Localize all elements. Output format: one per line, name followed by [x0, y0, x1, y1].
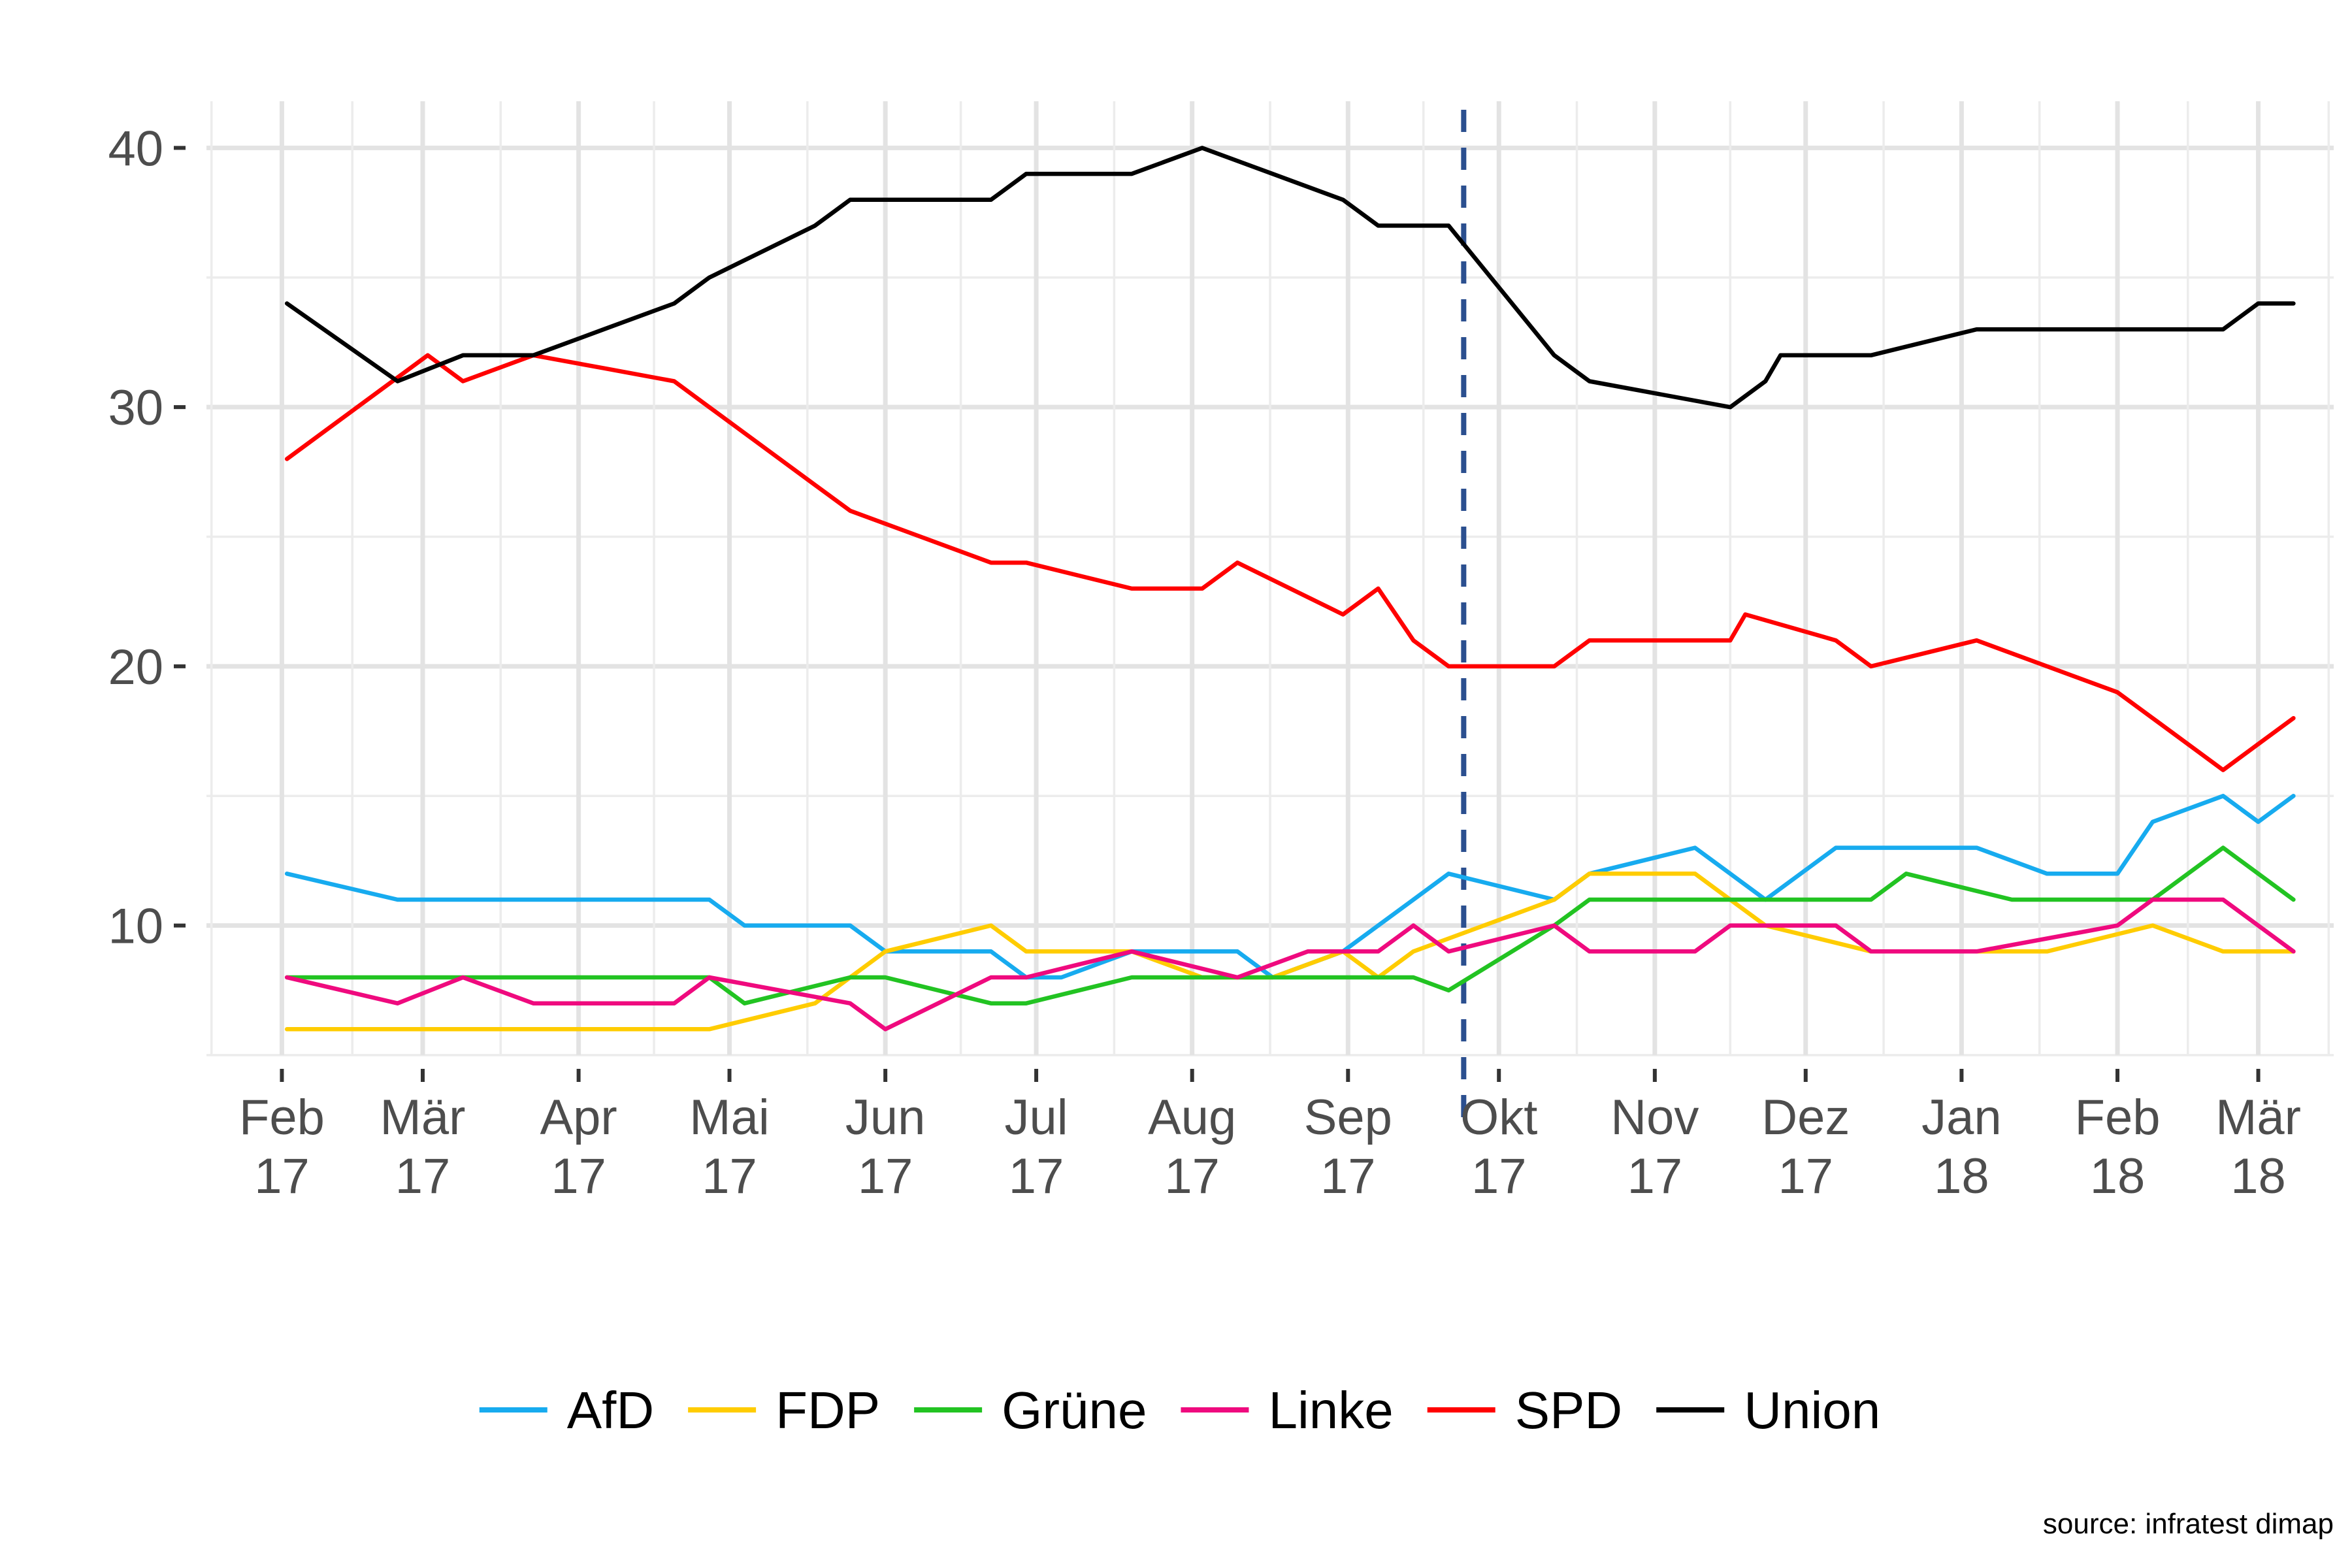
series-line-spd	[284, 353, 2296, 772]
y-axis-tick-label: 10	[108, 899, 163, 955]
series-line-grne	[284, 845, 2296, 1005]
x-axis-tick-label-year: 17	[1627, 1149, 1683, 1204]
legend-label-linke: Linke	[1268, 1381, 1393, 1439]
x-axis-tick-label-month: Okt	[1460, 1090, 1537, 1145]
x-axis-tick-label-month: Feb	[2075, 1090, 2161, 1145]
series-line-union	[284, 146, 2296, 410]
x-axis-tick-label-month: Mär	[380, 1090, 466, 1145]
series-line-linke	[284, 897, 2296, 1032]
x-axis-tick-label-year: 17	[1164, 1149, 1220, 1204]
x-axis-tick-label-month: Jan	[1921, 1090, 2002, 1145]
axes: 10203040Feb17Mär17Apr17Mai17Jun17Jul17Au…	[108, 121, 2301, 1204]
x-axis-tick-label-year: 17	[1471, 1149, 1527, 1204]
x-axis-tick-label-year: 17	[551, 1149, 606, 1204]
series-lines	[284, 146, 2296, 1032]
x-axis-tick-label-month: Apr	[540, 1090, 617, 1145]
x-axis-tick-label-month: Mär	[2215, 1090, 2301, 1145]
x-axis-tick-label-month: Aug	[1148, 1090, 1236, 1145]
y-axis-tick-label: 20	[108, 640, 163, 695]
legend-label-fdp: FDP	[776, 1381, 880, 1439]
x-axis-tick-label-year: 18	[2230, 1149, 2286, 1204]
legend-label-spd: SPD	[1515, 1381, 1623, 1439]
legend-label-afd: AfD	[567, 1381, 654, 1439]
x-axis-tick-label-year: 17	[254, 1149, 310, 1204]
x-axis-tick-label-year: 18	[1934, 1149, 1989, 1204]
x-axis-tick-label-month: Feb	[239, 1090, 325, 1145]
x-axis-tick-label-month: Nov	[1610, 1090, 1699, 1145]
x-axis-tick-label-year: 17	[858, 1149, 913, 1204]
x-axis-tick-label-year: 17	[1778, 1149, 1833, 1204]
x-axis-tick-label-month: Sep	[1304, 1090, 1392, 1145]
x-axis-tick-label-year: 17	[1009, 1149, 1064, 1204]
x-axis-tick-label-month: Jun	[845, 1090, 926, 1145]
x-axis-tick-label-year: 17	[1320, 1149, 1376, 1204]
y-axis-tick-label: 40	[108, 121, 163, 176]
x-axis-tick-label-month: Mai	[689, 1090, 769, 1145]
x-axis-tick-label-year: 17	[395, 1149, 451, 1204]
source-note: source: infratest dimap	[2043, 1508, 2334, 1540]
grid-lines	[206, 101, 2334, 1056]
legend-label-grne: Grüne	[1002, 1381, 1147, 1439]
y-axis-tick-label: 30	[108, 380, 163, 436]
legend-label-union: Union	[1744, 1381, 1880, 1439]
x-axis-tick-label-month: Jul	[1004, 1090, 1068, 1145]
x-axis-tick-label-year: 18	[2090, 1149, 2146, 1204]
x-axis-tick-label-month: Dez	[1761, 1090, 1850, 1145]
series-line-afd	[284, 794, 2296, 980]
legend: AfD FDP Grüne Linke SPD Union	[479, 1381, 1880, 1439]
x-axis-tick-label-year: 17	[702, 1149, 757, 1204]
